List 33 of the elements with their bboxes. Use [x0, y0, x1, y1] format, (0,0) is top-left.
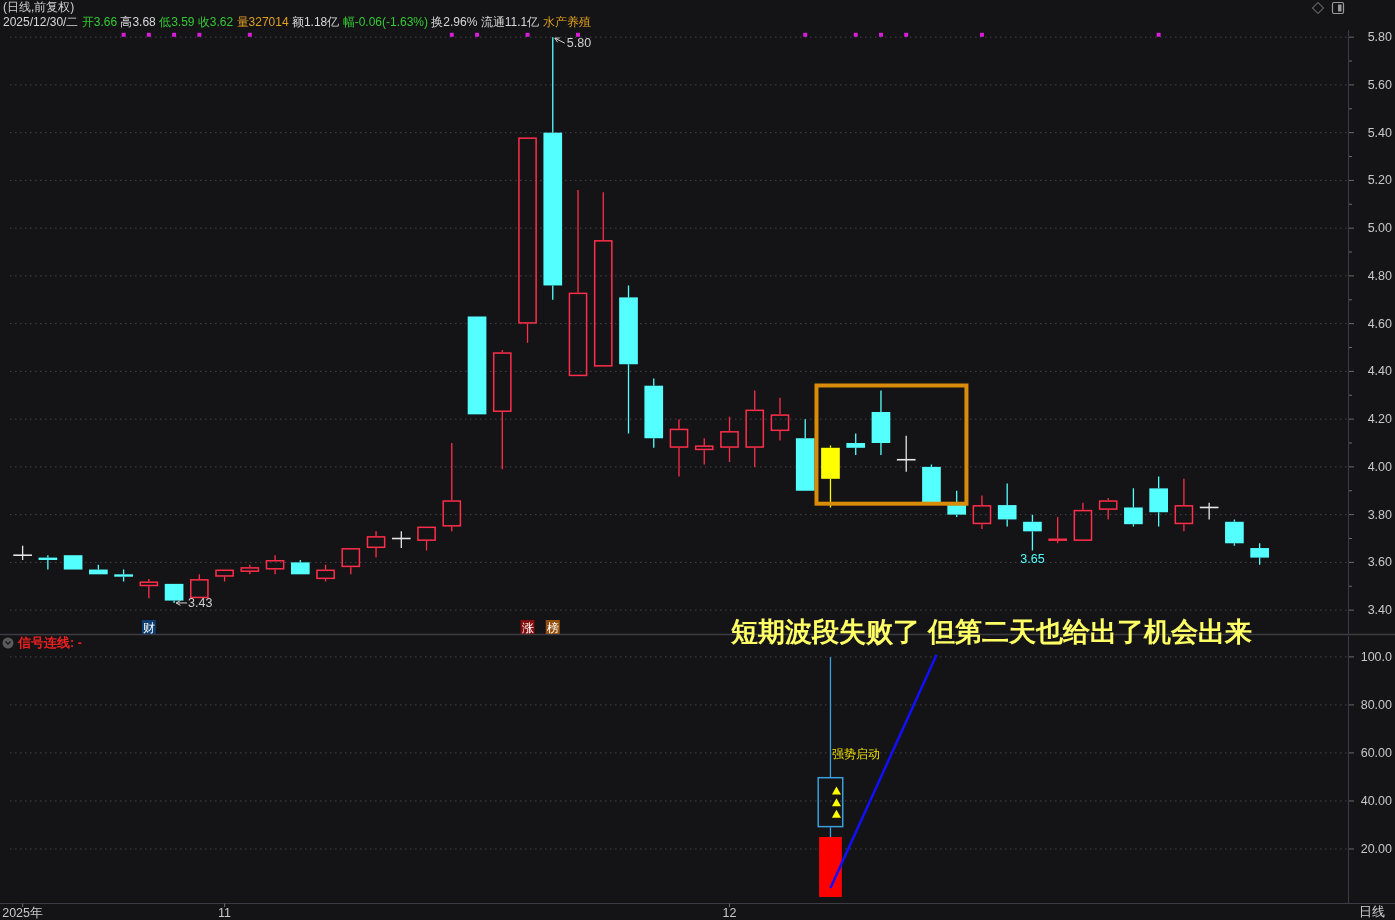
- text: 日线: [1358, 904, 1385, 919]
- text: 2025/12/30/二 开3.66 高3.68 低3.59 收3.62 量327014 额1.18亿 幅-0.06(-1.63%) 换2.96% 流通11.1亿 水产养殖: [3, 15, 591, 29]
- y-tick-label: 3.60: [1367, 555, 1393, 570]
- y-tick-label: 4.00: [1367, 459, 1393, 474]
- x-tick-label: 12: [722, 905, 737, 920]
- annotation: 榜: [546, 621, 559, 634]
- y-tick-label: 5.20: [1367, 173, 1393, 188]
- y-tick-label: 4.80: [1367, 268, 1393, 283]
- y-tick-label: 4.60: [1367, 316, 1393, 331]
- x-tick-label: 11: [218, 905, 232, 920]
- x-tick-label: 2025年: [2, 905, 44, 920]
- annotation: 涨: [521, 621, 534, 634]
- annotation: 5.80: [566, 36, 592, 51]
- chart-title: (日线,前复权): [3, 0, 75, 14]
- annotation: 财: [142, 621, 155, 634]
- annotation: 强势启动: [832, 746, 881, 761]
- y-tick-label: 60.00: [1360, 745, 1393, 760]
- y-tick-label: 5.60: [1367, 77, 1393, 92]
- y-tick-label: 20.00: [1360, 841, 1393, 856]
- y-tick-label: 5.40: [1367, 125, 1393, 140]
- y-tick-label: 80.00: [1360, 697, 1393, 712]
- y-tick-label: 3.40: [1367, 603, 1393, 618]
- y-tick-label: 4.40: [1367, 364, 1393, 379]
- y-tick-label: 100.0: [1360, 649, 1393, 664]
- y-tick-label: 4.20: [1367, 412, 1393, 427]
- annotation: 短期波段失败了 但第二天也给出了机会出来: [730, 617, 1252, 647]
- annotation: 3.43: [188, 595, 213, 610]
- y-tick-label: 3.80: [1367, 507, 1393, 522]
- y-tick-label: 5.80: [1367, 30, 1393, 45]
- annotation: 信号连线: -: [17, 636, 82, 650]
- y-tick-label: 40.00: [1360, 793, 1393, 808]
- y-tick-label: 5.00: [1367, 221, 1393, 236]
- annotation: 3.65: [1020, 552, 1045, 567]
